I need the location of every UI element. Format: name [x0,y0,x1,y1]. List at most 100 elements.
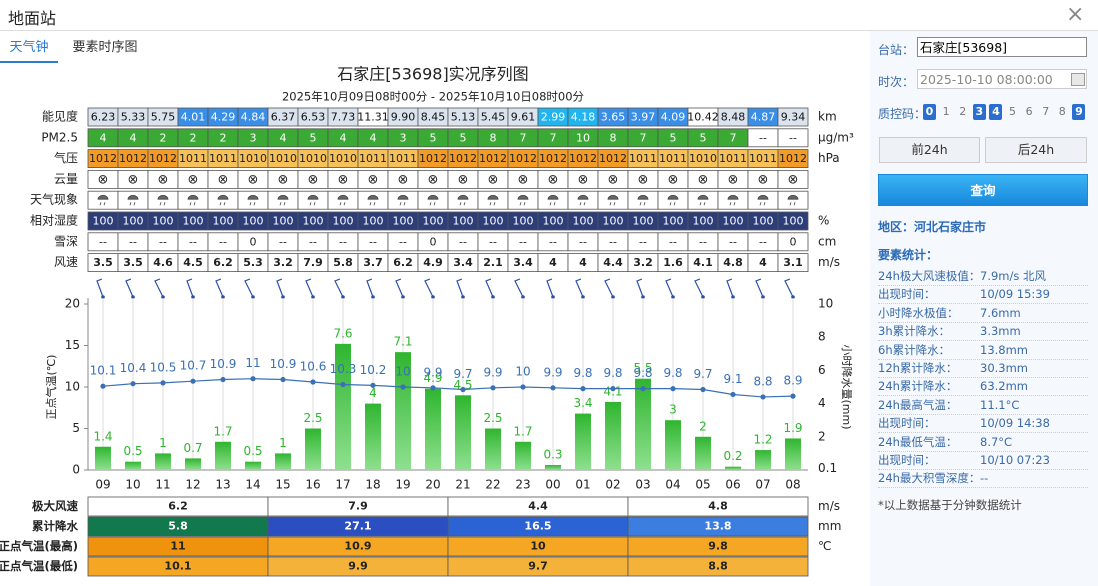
bar [95,446,111,470]
stat-value: -- [980,471,989,486]
cell-text: -- [609,235,617,248]
wind-barb [514,278,524,298]
weather-icon [637,195,649,206]
bar [755,450,771,470]
bar [695,436,711,470]
qc-code[interactable]: 0 [923,104,936,120]
stat-row: 出现时间： 10/09 14:38 [878,414,1088,434]
cell-text: 1012 [479,152,507,165]
stat-value: 8.7°C [980,434,1013,449]
weather-icon [187,195,199,206]
point [460,386,466,393]
stat-value: 10/09 15:39 [980,287,1050,302]
table-cell [777,253,809,273]
wind-barb-dot [761,295,765,299]
cell-text: 4 [280,131,287,144]
y2-tick-label: 8 [818,330,826,344]
cell-text: 7 [730,131,737,144]
point-label: 10 [515,365,530,379]
y-tick-label: 10 [65,380,80,394]
cell-text: 8 [610,131,617,144]
bar [665,420,681,470]
station-input[interactable]: 石家庄[53698] [917,37,1087,57]
weather-icon [457,195,469,206]
x-tick-label: 08 [785,478,800,492]
qc-code[interactable]: 4 [989,104,1003,120]
cell-text: 5.45 [481,111,506,124]
stat-label: 6h累计降水： [878,342,951,357]
bar [335,343,351,470]
stat-value: 10/09 14:38 [980,416,1050,431]
bar [215,441,231,470]
bar-label: 5.5 [633,361,652,375]
cell-text: 5 [430,131,437,144]
region: 地区：河北石家庄市 [878,220,987,234]
cell-text: 1011 [359,152,387,165]
stat-label: 24h最低气温： [878,434,958,449]
calendar-icon[interactable] [1071,73,1085,86]
weather-icon [367,195,379,206]
wind-barb [604,278,614,298]
x-tick-label: 16 [305,478,320,492]
cell-text: 100 [603,215,624,228]
row-unit: μg/m³ [818,130,854,144]
cell-text: 100 [633,215,654,228]
cell-text: 4.6 [153,256,173,269]
station-label: 台站： [878,43,915,57]
wind-barb [694,278,704,298]
qc-code[interactable]: 8 [1058,105,1066,118]
bar [185,458,201,470]
query-button[interactable]: 查询 [878,174,1088,206]
qc-code[interactable]: 7 [1042,105,1050,118]
cell-text: ⊗ [638,172,649,187]
cell-text: 1012 [149,152,177,165]
cell-text: 100 [243,215,264,228]
stat-label: 出现时间： [878,287,936,302]
time-input[interactable]: 2025-10-10 08:00:00 [917,69,1087,89]
row-label: 相对湿度 [30,213,78,228]
qc-code[interactable]: 9 [1072,104,1086,120]
cell-text: 0 [430,235,437,248]
table-cell [267,190,299,210]
bar-label: 3.4 [573,396,592,410]
qc-label: 质控码： [878,107,927,121]
next-button[interactable]: 后24h [985,137,1087,163]
window-title: 地面站 [8,9,57,28]
point [280,376,286,383]
cell-text: -- [549,235,557,248]
prev-button[interactable]: 前24h [879,137,980,163]
cell-text: 100 [183,215,204,228]
cell-text: 3.7 [363,256,383,269]
summary-label-cell [0,497,87,516]
cell-text: -- [459,235,467,248]
cell-text: 3.5 [123,256,143,269]
x-tick-label: 10 [125,478,140,492]
point [730,391,736,398]
table-cell [237,190,269,210]
bar-label: 1.7 [213,424,232,438]
summary-value: 9.9 [348,560,368,573]
qc-code[interactable]: 6 [1025,105,1033,118]
y-tick-label: 20 [65,297,80,311]
qc-code[interactable]: 1 [942,105,950,118]
x-tick-label: 21 [455,478,470,492]
x-tick-label: 01 [575,478,590,492]
cell-text: 3.2 [273,256,293,269]
point-label: 8.8 [753,374,772,388]
cell-text: ⊗ [548,172,559,187]
tab[interactable]: 要素时序图 [72,40,138,55]
tab-active[interactable]: 天气钟 [0,35,58,63]
qc-code[interactable]: 2 [959,105,967,118]
qc-code[interactable]: 5 [1009,105,1016,118]
y-tick-label: 5 [72,421,80,435]
summary-label-cell [0,537,87,556]
bar [365,403,381,470]
wind-barb [456,278,464,298]
bar [575,413,591,470]
close-button[interactable]: × [1066,2,1085,27]
x-tick-label: 22 [485,478,500,492]
cell-text: 5 [460,131,467,144]
qc-code[interactable]: 3 [972,104,986,120]
stat-row: 24h最低气温： 8.7°C [878,433,1088,452]
